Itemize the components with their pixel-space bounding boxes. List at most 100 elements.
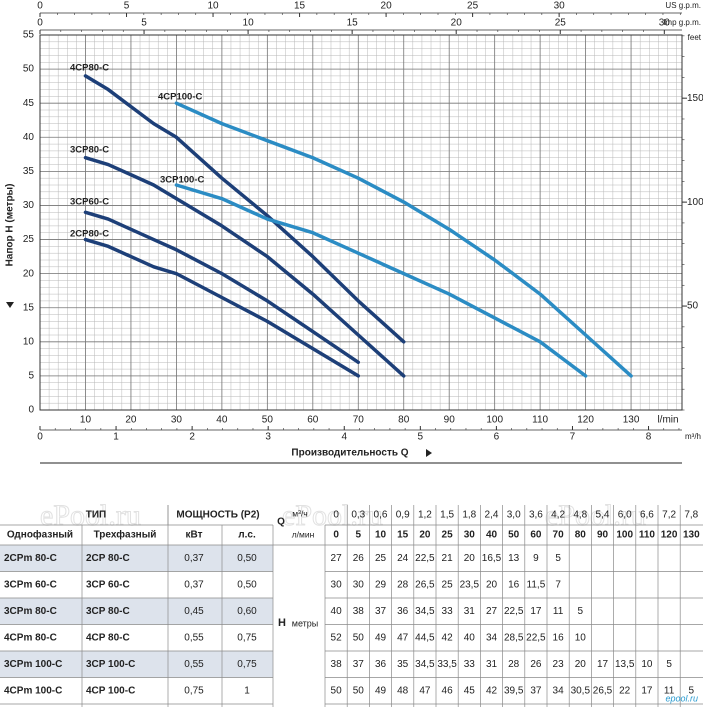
x-tick-label: 100 — [486, 415, 503, 426]
m3h-value: 5,4 — [596, 510, 610, 521]
axis-tick-label: 20 — [451, 18, 463, 29]
head-value: 30,5 — [571, 685, 591, 696]
head-value: 28 — [397, 579, 409, 590]
m3h-value: 1,8 — [462, 510, 476, 521]
axis-tick-label: 1 — [113, 432, 119, 443]
head-value: 25 — [375, 553, 387, 564]
head-value: 36 — [375, 659, 387, 670]
head-value: 23 — [553, 659, 565, 670]
table-header: л/мин — [292, 529, 315, 539]
h-unit: метры — [292, 618, 319, 628]
head-value: 5 — [666, 659, 672, 670]
head-value: 37 — [375, 606, 387, 617]
series-label: 3CP100-C — [160, 175, 204, 186]
power-value: 0,55 — [184, 632, 204, 643]
watermark: ePool.ru — [40, 499, 141, 532]
axis-label: feet — [688, 33, 702, 42]
column-header: Однофазный — [7, 529, 73, 541]
x-tick-label: 110 — [532, 415, 548, 426]
head-value: 39,5 — [504, 685, 524, 696]
lmin-value: 110 — [639, 530, 656, 541]
table-header: Q — [277, 517, 285, 528]
axis-tick-label: 30 — [554, 1, 566, 12]
axis-tick-label: 5 — [124, 1, 130, 12]
axis-tick-label: 3 — [265, 432, 271, 443]
head-value: 17 — [597, 659, 609, 670]
axis-tick-label: 25 — [555, 18, 567, 29]
axis-tick-label: 7 — [570, 432, 576, 443]
lmin-value: 30 — [464, 530, 476, 541]
head-value: 49 — [375, 685, 387, 696]
column-header: кВт — [186, 530, 203, 541]
head-value: 34 — [553, 685, 565, 696]
m3h-value: 6,0 — [618, 510, 632, 521]
y-tick-label: 45 — [23, 98, 35, 109]
head-value: 28,5 — [504, 632, 524, 643]
x-tick-label: 30 — [171, 415, 183, 426]
power-value: 0,55 — [184, 659, 204, 670]
model-name: 2CPm 80-C — [4, 553, 57, 564]
lmin-value: 130 — [683, 530, 700, 541]
power-value: 0,37 — [184, 553, 204, 564]
head-value: 22,5 — [504, 606, 524, 617]
m3h-value: 3,0 — [507, 510, 521, 521]
lmin-value: 70 — [553, 530, 565, 541]
x-tick-label: 10 — [80, 415, 92, 426]
y-tick-label: 55 — [23, 30, 35, 41]
head-value: 5 — [555, 553, 561, 564]
model-name: 3CP 100-C — [86, 659, 135, 670]
x-tick-label: 80 — [398, 415, 410, 426]
m3h-value: 7,8 — [684, 510, 698, 521]
lmin-value: 90 — [597, 530, 609, 541]
lmin-value: 60 — [530, 530, 542, 541]
head-value: 25 — [442, 579, 454, 590]
head-value: 50 — [353, 632, 365, 643]
model-name: 2CP 80-C — [86, 553, 130, 564]
y-tick-label: 0 — [28, 405, 34, 416]
y-tick-label: 35 — [23, 166, 35, 177]
head-value: 40 — [331, 606, 343, 617]
row-shade — [0, 651, 273, 678]
power-value: 0,75 — [237, 632, 257, 643]
axis-tick-label: 0 — [37, 432, 43, 443]
watermark: ePool.ru — [545, 499, 646, 532]
model-name: 3CPm 100-C — [4, 659, 62, 670]
head-value: 31 — [464, 606, 476, 617]
axis-tick-label: 2 — [189, 432, 195, 443]
head-value: 22,5 — [526, 632, 546, 643]
axis-tick-label: 25 — [467, 1, 479, 12]
model-name: 3CPm 60-C — [4, 579, 57, 590]
axis-tick-label: 100 — [687, 197, 703, 208]
axis-tick-label: 0 — [37, 18, 43, 29]
power-value: 0,45 — [184, 606, 204, 617]
axis-label: US g.p.m. — [665, 1, 701, 10]
head-value: 16 — [508, 579, 520, 590]
power-value: 0,75 — [184, 685, 204, 696]
axis-tick-label: 5 — [418, 432, 424, 443]
head-value: 38 — [353, 606, 365, 617]
series-label: 4CP100-C — [158, 92, 202, 103]
head-value: 40 — [464, 632, 476, 643]
row-shade — [0, 598, 273, 625]
column-header: л.с. — [238, 530, 256, 541]
head-value: 30 — [353, 579, 365, 590]
axis-tick-label: 15 — [347, 18, 359, 29]
y-tick-label: 50 — [23, 64, 35, 75]
head-value: 17 — [641, 685, 653, 696]
head-value: 33,5 — [437, 659, 457, 670]
m3h-value: 1,2 — [418, 510, 432, 521]
row-shade — [0, 545, 273, 572]
head-value: 34 — [486, 632, 498, 643]
m3h-value: 6,6 — [640, 510, 654, 521]
power-value: 1 — [244, 685, 250, 696]
head-value: 37 — [353, 659, 365, 670]
pump-curve — [83, 74, 406, 344]
head-value: 27 — [331, 553, 343, 564]
y-tick-label: 30 — [23, 200, 35, 211]
power-value: 0,50 — [237, 579, 257, 590]
head-value: 29 — [375, 579, 387, 590]
head-value: 45 — [464, 685, 476, 696]
head-value: 38 — [331, 659, 343, 670]
axis-tick-label: 0 — [37, 1, 43, 12]
head-value: 37 — [530, 685, 542, 696]
